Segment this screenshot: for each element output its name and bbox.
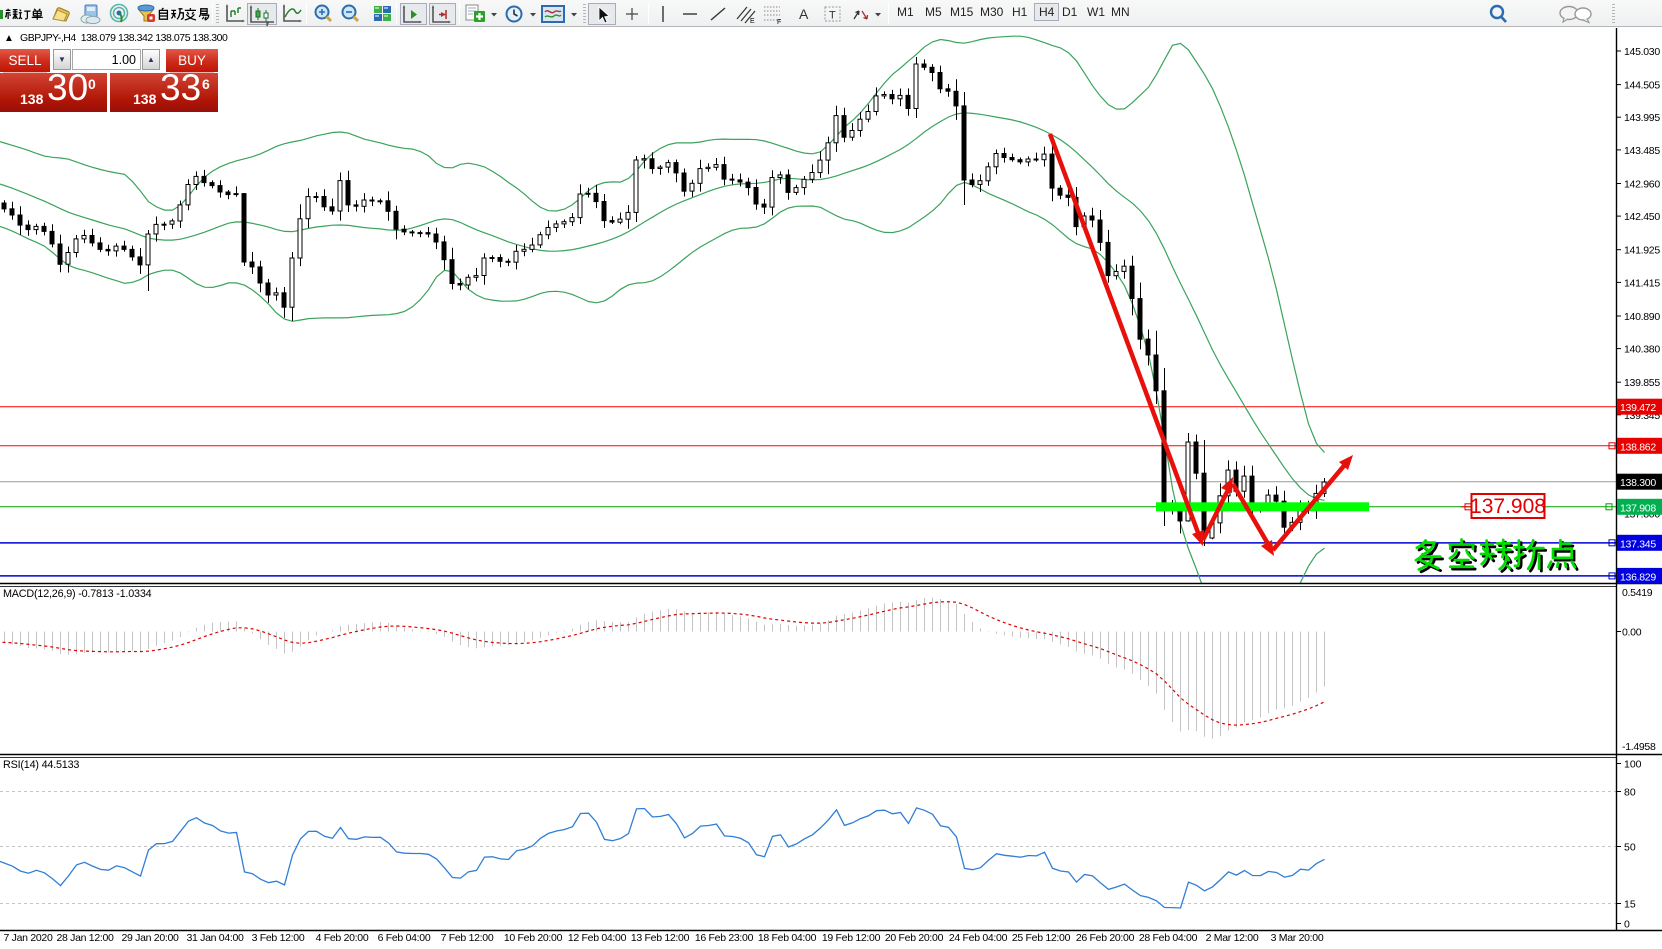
svg-text:13 Feb 12:00: 13 Feb 12:00 (631, 932, 690, 944)
svg-text:139.855: 139.855 (1624, 377, 1660, 389)
svg-text:RSI(14) 44.5133: RSI(14) 44.5133 (3, 759, 79, 771)
svg-text:7 Jan 2020: 7 Jan 2020 (4, 932, 53, 944)
svg-text:MACD(12,26,9) -0.7813 -1.0334: MACD(12,26,9) -0.7813 -1.0334 (3, 588, 152, 600)
svg-text:31 Jan 04:00: 31 Jan 04:00 (186, 932, 244, 944)
svg-text:141.415: 141.415 (1624, 277, 1660, 289)
svg-text:142.960: 142.960 (1624, 179, 1660, 191)
svg-text:139.472: 139.472 (1620, 402, 1656, 414)
svg-text:3 Mar 20:00: 3 Mar 20:00 (1271, 932, 1324, 944)
svg-text:143.995: 143.995 (1624, 112, 1660, 124)
svg-text:0.5419: 0.5419 (1622, 587, 1653, 599)
svg-text:138.862: 138.862 (1620, 441, 1656, 453)
svg-text:142.450: 142.450 (1624, 211, 1660, 223)
svg-text:29 Jan 20:00: 29 Jan 20:00 (121, 932, 179, 944)
svg-text:24 Feb 04:00: 24 Feb 04:00 (949, 932, 1008, 944)
svg-text:15: 15 (1624, 899, 1636, 911)
svg-text:136.829: 136.829 (1620, 571, 1656, 583)
svg-text:0.00: 0.00 (1622, 627, 1642, 639)
svg-text:137.345: 137.345 (1620, 538, 1656, 550)
svg-text:0: 0 (1624, 919, 1630, 931)
svg-text:E: E (750, 18, 755, 25)
svg-text:145.030: 145.030 (1624, 46, 1660, 58)
svg-text:143.485: 143.485 (1624, 145, 1660, 157)
svg-text:18 Feb 04:00: 18 Feb 04:00 (758, 932, 817, 944)
svg-text:25 Feb 12:00: 25 Feb 12:00 (1012, 932, 1071, 944)
svg-text:4 Feb 20:00: 4 Feb 20:00 (316, 932, 369, 944)
svg-text:2 Mar 12:00: 2 Mar 12:00 (1206, 932, 1259, 944)
svg-text:12 Feb 04:00: 12 Feb 04:00 (568, 932, 627, 944)
svg-text:▲: ▲ (4, 33, 14, 44)
svg-text:137.908: 137.908 (1620, 502, 1656, 514)
svg-text:F: F (777, 19, 781, 25)
svg-text:3 Feb 12:00: 3 Feb 12:00 (252, 932, 305, 944)
svg-text:16 Feb 23:00: 16 Feb 23:00 (695, 932, 754, 944)
svg-text:20 Feb 20:00: 20 Feb 20:00 (885, 932, 944, 944)
svg-text:28 Jan 12:00: 28 Jan 12:00 (56, 932, 114, 944)
svg-text:137.908: 137.908 (1470, 495, 1546, 518)
svg-text:19 Feb 12:00: 19 Feb 12:00 (822, 932, 881, 944)
svg-text:80: 80 (1624, 787, 1636, 799)
svg-text:140.890: 140.890 (1624, 311, 1660, 323)
svg-text:28 Feb 04:00: 28 Feb 04:00 (1139, 932, 1198, 944)
svg-text:144.505: 144.505 (1624, 80, 1660, 92)
svg-text:138.300: 138.300 (1620, 477, 1656, 489)
svg-text:10 Feb 20:00: 10 Feb 20:00 (504, 932, 563, 944)
svg-text:A: A (799, 6, 809, 22)
svg-text:50: 50 (1624, 842, 1636, 854)
svg-text:GBPJPY-,H4 138.079 138.342 13: GBPJPY-,H4 138.079 138.342 138.075 138.3… (20, 32, 228, 44)
svg-text:6 Feb 04:00: 6 Feb 04:00 (378, 932, 431, 944)
svg-text:7 Feb 12:00: 7 Feb 12:00 (441, 932, 494, 944)
svg-text:140.380: 140.380 (1624, 344, 1660, 356)
svg-text:100: 100 (1624, 759, 1642, 771)
svg-text:-1.4958: -1.4958 (1622, 741, 1656, 753)
svg-text:141.925: 141.925 (1624, 245, 1660, 257)
svg-text:26 Feb 20:00: 26 Feb 20:00 (1076, 932, 1135, 944)
svg-text:T: T (829, 10, 836, 22)
